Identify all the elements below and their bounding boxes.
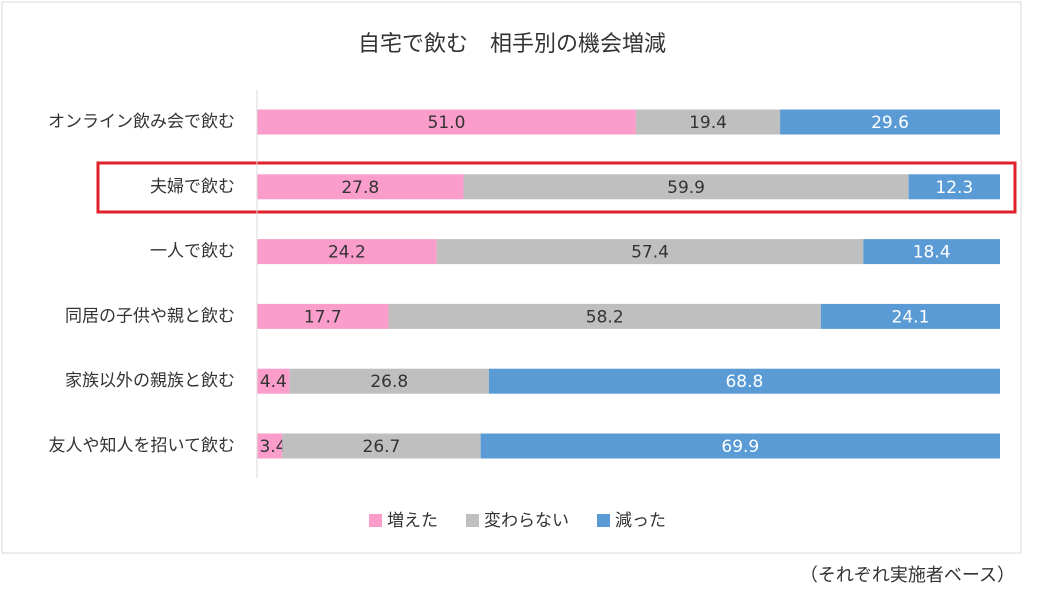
bar-segment [780, 109, 1000, 135]
bar-segment [863, 239, 1000, 265]
bar-segment [257, 368, 290, 394]
value-label: 59.9 [667, 178, 705, 198]
value-label: 24.2 [328, 243, 366, 263]
bar-segment [480, 433, 1000, 459]
value-label: 26.7 [363, 437, 401, 457]
value-label: 58.2 [586, 307, 624, 327]
value-label: 24.1 [892, 307, 930, 327]
value-label: 4.4 [260, 372, 287, 392]
legend-label: 変わらない [484, 511, 569, 531]
value-label: 17.7 [304, 307, 342, 327]
note: （それぞれ実施者ベース） [800, 565, 1015, 586]
legend-swatch [369, 514, 382, 527]
legend-label: 増えた [387, 511, 438, 531]
chart-frame [1, 1, 1022, 554]
bar-segment [257, 174, 464, 200]
value-label: 12.3 [935, 178, 973, 198]
bar-segment [257, 109, 636, 135]
bar-segment [488, 368, 1000, 394]
value-label: 26.8 [370, 372, 408, 392]
category-label: 友人や知人を招いて飲む [49, 436, 236, 456]
category-label: 夫婦で飲む [150, 177, 235, 197]
bar-segment [289, 368, 489, 394]
bar-segment [257, 433, 283, 459]
category-label: 家族以外の親族と飲む [65, 371, 235, 391]
value-label: 27.8 [341, 178, 379, 198]
bar-segment [463, 174, 909, 200]
value-label: 69.9 [721, 437, 759, 457]
bar-segment [282, 433, 481, 459]
value-label: 18.4 [913, 243, 951, 263]
bar-segment [820, 303, 1000, 329]
value-label: 19.4 [689, 113, 727, 133]
bar-segment [635, 109, 781, 135]
chart-title: 自宅で飲む 相手別の機会増減 [358, 32, 666, 57]
highlight-box [96, 161, 1017, 214]
value-label: 57.4 [631, 243, 669, 263]
legend-swatch [597, 514, 610, 527]
bar-segment [908, 174, 1000, 200]
bar-segment [257, 303, 389, 329]
value-label: 51.0 [428, 113, 466, 133]
category-label: オンライン飲み会で飲む [48, 112, 235, 132]
value-label: 3.4 [259, 437, 286, 457]
legend-swatch [466, 514, 479, 527]
bar-segment [436, 239, 864, 265]
value-label: 68.8 [725, 372, 763, 392]
category-label: 一人で飲む [150, 242, 235, 262]
bar-segment [257, 239, 437, 265]
category-label: 同居の子供や親と飲む [65, 306, 235, 326]
legend-label: 減った [615, 511, 666, 531]
value-label: 29.6 [871, 113, 909, 133]
bar-segment [388, 303, 821, 329]
